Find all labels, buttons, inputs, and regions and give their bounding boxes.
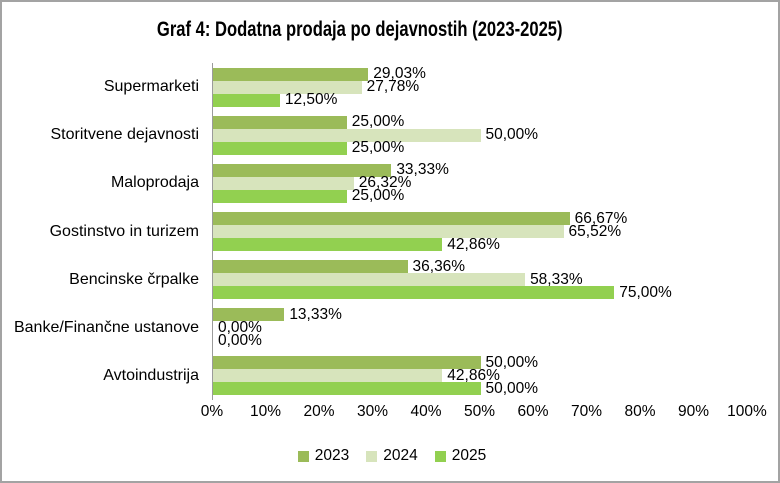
chart-title-row: Graf 4: Dodatna prodaja po dejavnostih (…	[2, 17, 750, 43]
category-label: Storitvene dejavnosti	[50, 126, 199, 144]
bar-2025	[213, 238, 443, 251]
value-label: 42,86%	[447, 235, 500, 253]
x-axis-tick-label: 100%	[727, 403, 767, 420]
bar-2024	[213, 369, 443, 383]
category-label: Supermarketi	[103, 78, 199, 96]
bar-2025	[213, 93, 280, 107]
value-label: 50,00%	[485, 353, 539, 371]
bar-2024	[213, 80, 362, 94]
value-label: 50,00%	[485, 379, 539, 397]
category-label: Bencinske črpalke	[69, 270, 199, 288]
value-label: 26,32%	[358, 174, 412, 192]
legend-label: 2023	[314, 447, 350, 464]
category-label: Maloprodaja	[110, 174, 199, 192]
bar-2023	[213, 356, 481, 370]
value-label: 29,03%	[373, 65, 426, 83]
value-label: 36,36%	[412, 257, 466, 275]
bar-2023	[213, 212, 570, 225]
category-label: Gostinstvo in turizem	[49, 222, 199, 240]
x-axis-tick-label: 80%	[624, 403, 656, 420]
chart-title: Graf 4: Dodatna prodaja po dejavnostih (…	[157, 18, 563, 41]
legend-item-2023: 2023	[297, 447, 350, 465]
value-label: 33,33%	[396, 161, 449, 179]
bar-2025	[213, 286, 615, 300]
value-label: 75,00%	[619, 283, 672, 301]
bar-2024	[213, 128, 481, 142]
bar-2023	[213, 260, 408, 274]
value-label: 25,00%	[351, 113, 405, 131]
bar-2023	[213, 115, 347, 129]
bar-2023	[213, 308, 285, 322]
value-label: 50,00%	[485, 126, 539, 144]
value-label: 25,00%	[351, 139, 405, 157]
legend-swatch-2023	[297, 450, 309, 462]
category-label: Banke/Finančne ustanove	[13, 318, 199, 336]
value-label: 27,78%	[366, 78, 420, 96]
value-label: 65,52%	[568, 222, 622, 240]
x-axis-tick-label: 0%	[200, 403, 224, 420]
category-label: Avtoindustrija	[103, 366, 199, 384]
value-label: 0,00%	[218, 318, 262, 336]
value-label: 12,50%	[284, 91, 338, 109]
x-axis-tick-label: 30%	[356, 403, 389, 420]
x-axis-tick-label: 90%	[677, 403, 710, 420]
bar-2025	[213, 189, 347, 203]
legend-label: 2024	[383, 447, 418, 464]
bar-2025	[213, 382, 481, 396]
legend: 2023 2024 2025	[2, 447, 778, 465]
x-axis-tick-label: 50%	[463, 403, 496, 420]
value-label: 42,86%	[447, 366, 500, 384]
bar-2024	[213, 176, 354, 190]
x-axis-tick-label: 40%	[410, 403, 442, 420]
legend-item-2024: 2024	[366, 447, 418, 465]
value-label: 0,00%	[218, 331, 262, 349]
category-axis-line	[212, 63, 213, 400]
legend-item-2025: 2025	[434, 447, 487, 465]
bar-2025	[213, 141, 347, 155]
value-label: 58,33%	[530, 270, 583, 288]
x-axis-tick-label: 20%	[303, 403, 335, 420]
bar-2024	[213, 273, 526, 287]
bar-2024	[213, 225, 564, 238]
legend-label: 2025	[451, 447, 487, 464]
value-label: 66,67%	[574, 209, 628, 227]
legend-swatch-2025	[434, 450, 446, 462]
bar-2023	[213, 67, 369, 81]
bar-2023	[213, 163, 392, 177]
legend-swatch-2024	[366, 450, 378, 462]
value-label: 25,00%	[351, 187, 405, 205]
value-label: 13,33%	[289, 305, 342, 323]
x-axis-tick-label: 60%	[517, 403, 549, 420]
x-axis-tick-label: 10%	[249, 403, 282, 420]
x-axis-tick-label: 70%	[570, 403, 603, 420]
